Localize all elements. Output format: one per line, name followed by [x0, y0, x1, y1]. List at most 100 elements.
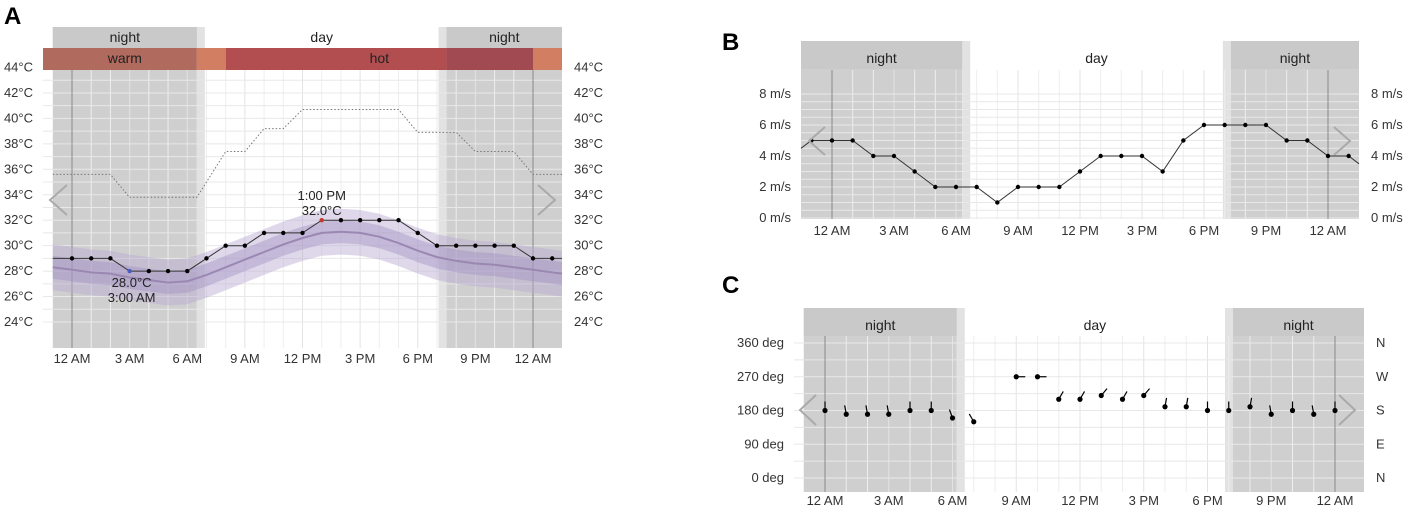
x-tick-label: 3 PM — [1129, 493, 1159, 507]
period-label: day — [1084, 317, 1107, 333]
temperature-point — [261, 230, 267, 236]
y-tick-label-right: 28°C — [574, 263, 603, 278]
forecast-band-layer — [52, 208, 563, 306]
annotation-time: 1:00 PM — [297, 188, 345, 203]
annotation-time: 3:00 AM — [108, 290, 156, 305]
axis-ticks-layer: 12 AM 3 AM 6 AM 9 AM 12 PM 3 PM 6 PM 9 PM 12 AM 0… — [759, 86, 1403, 238]
x-tick-label: 3 PM — [345, 351, 375, 366]
wind-speed-point — [1222, 122, 1227, 128]
chevron-right-icon[interactable] — [1333, 126, 1352, 156]
forecast-band-inner — [52, 220, 563, 294]
chevron-left-icon[interactable] — [798, 394, 817, 426]
wind-speed-series-layer — [800, 122, 1360, 205]
temperature-point — [242, 243, 248, 248]
annotation-value: 28.0°C — [112, 275, 152, 290]
annotation-value: 32.0°C — [302, 203, 342, 218]
wind-speed-point — [1243, 122, 1248, 128]
nav-next-arrow-b[interactable] — [1333, 126, 1352, 156]
wind-speed-point — [1201, 122, 1207, 128]
wind-direction-point — [1311, 411, 1317, 417]
panel-letter-a: A — [4, 3, 21, 30]
twilight-sliver — [956, 308, 965, 492]
wind-speed-point — [1015, 184, 1021, 190]
y-tick-label: 6 m/s — [759, 117, 791, 132]
y-tick-label: 180 deg — [737, 403, 784, 418]
wind-direction-point — [1141, 392, 1147, 399]
temperature-point — [453, 243, 459, 248]
nav-prev-arrow-a[interactable] — [48, 184, 68, 216]
y-tick-label-right: S — [1376, 403, 1385, 418]
wind-speed-point — [995, 200, 1000, 205]
night-band — [52, 27, 197, 48]
category-strip-transition — [533, 48, 562, 70]
wind-direction-point — [1077, 396, 1083, 402]
temperature-point — [492, 243, 497, 248]
x-tick-label: 3 PM — [1127, 223, 1157, 238]
wind-direction-point — [1226, 407, 1232, 414]
nav-prev-arrow-c[interactable] — [798, 394, 817, 426]
night-band — [801, 41, 963, 69]
nav-next-arrow-c[interactable] — [1338, 394, 1357, 426]
twilight-sliver — [962, 41, 971, 219]
wind-speed-chart-panel: night day night 12 AM 3 AM 6 AM 9 AM 12 PM 3 PM… — [722, 29, 1403, 238]
wind-speed-point — [891, 153, 897, 159]
period-strips: night day night — [801, 41, 1359, 69]
chevron-right-icon[interactable] — [537, 184, 557, 216]
x-tick-label: 3 AM — [879, 223, 909, 238]
temperature-point — [550, 256, 555, 261]
temperature-point — [511, 243, 516, 248]
temperature-point — [338, 218, 344, 223]
x-tick-label: 12 AM — [54, 351, 91, 366]
x-tick-label: 12 PM — [1061, 493, 1099, 507]
wind-direction-point — [928, 407, 934, 414]
period-label: night — [1283, 317, 1313, 333]
wind-direction-point — [1098, 392, 1104, 399]
wind-speed-point — [1181, 138, 1186, 143]
wind-direction-point — [1056, 396, 1062, 402]
chevron-right-icon[interactable] — [1338, 394, 1357, 426]
night-shading — [446, 27, 562, 348]
temperature-point — [530, 256, 536, 261]
y-tick-label-right: 8 m/s — [1371, 86, 1403, 101]
grid-layer — [43, 70, 562, 348]
forecast-median-line — [52, 230, 563, 284]
x-tick-label: 6 AM — [941, 223, 971, 238]
y-tick-label-right: 26°C — [574, 289, 603, 304]
temperature-point — [473, 243, 478, 248]
period-label: day — [1085, 50, 1108, 66]
y-tick-label: 42°C — [4, 85, 33, 100]
grid-layer — [801, 70, 1359, 219]
y-tick-label-right: 44°C — [574, 60, 603, 75]
temperature-point — [165, 268, 171, 274]
x-tick-label: 12 PM — [284, 351, 322, 366]
temperature-point — [377, 218, 382, 223]
y-tick-label: 34°C — [4, 187, 33, 202]
nav-next-arrow-a[interactable] — [537, 184, 557, 216]
x-tick-label: 3 AM — [115, 351, 145, 366]
wind-direction-point — [886, 411, 892, 417]
twilight-sliver — [196, 27, 205, 348]
x-tick-label: 6 PM — [1189, 223, 1219, 238]
category-label: hot — [370, 50, 390, 66]
temperature-point — [204, 256, 209, 261]
chevron-left-icon[interactable] — [48, 184, 68, 216]
x-tick-label: 6 PM — [403, 351, 433, 366]
temperature-point — [300, 230, 305, 236]
nav-prev-arrow-b[interactable] — [807, 126, 826, 156]
temperature-point — [223, 243, 228, 248]
wind-speed-point — [1036, 184, 1041, 190]
night-band — [1233, 308, 1364, 336]
chevron-left-icon[interactable] — [807, 126, 826, 156]
x-tick-label: 12 AM — [515, 351, 552, 366]
night-band — [1230, 41, 1359, 69]
night-band — [446, 27, 562, 48]
y-tick-label: 360 deg — [737, 335, 784, 350]
wind-direction-point — [1162, 404, 1168, 410]
y-tick-label-right: 30°C — [574, 238, 603, 253]
y-tick-label: 30°C — [4, 238, 33, 253]
y-tick-label-right: 32°C — [574, 212, 603, 227]
wind-speed-point — [1263, 122, 1269, 128]
